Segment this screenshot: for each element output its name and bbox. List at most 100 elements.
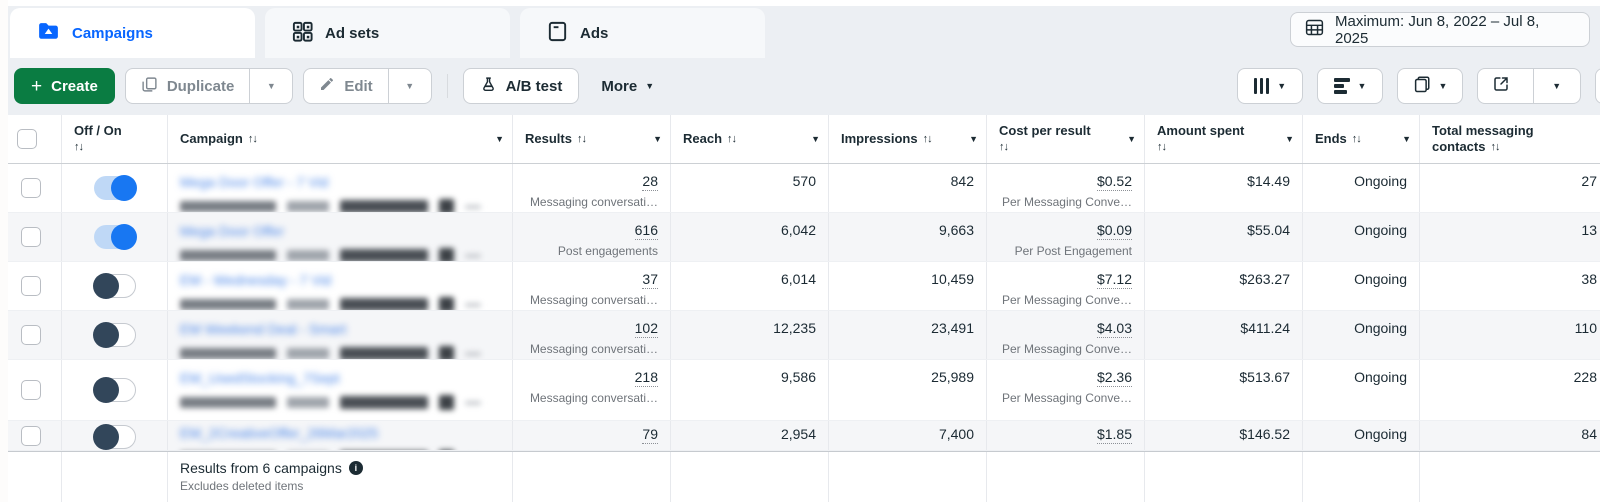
summary-toggle-cell: [62, 452, 168, 502]
tab-ad-sets[interactable]: Ad sets: [265, 8, 510, 58]
campaign-badges: [180, 199, 498, 212]
total-messaging-contacts-cell: 27: [1420, 164, 1600, 212]
row-checkbox[interactable]: [20, 425, 41, 446]
off-on-toggle[interactable]: [92, 377, 136, 403]
caret-down-icon: ▼: [645, 80, 655, 91]
campaign-name-link[interactable]: Mega Door Offer: [180, 223, 285, 239]
edit-dropdown-arrow[interactable]: ▼: [387, 69, 431, 103]
campaign-badges: [180, 248, 498, 261]
results-summary-label: Results from 6 campaigns: [180, 460, 342, 476]
campaigns-folder-icon: [36, 19, 61, 48]
duplicate-button[interactable]: Duplicate: [126, 69, 250, 103]
clipped-toolbar-button[interactable]: [1595, 68, 1600, 104]
tab-campaigns[interactable]: Campaigns: [10, 8, 255, 58]
edit-button-label: Edit: [344, 77, 373, 95]
caret-down-icon[interactable]: ▼: [1402, 134, 1411, 144]
cost-per-result-cell: $7.12 Per Messaging Conve…: [987, 262, 1145, 310]
create-button[interactable]: + Create: [14, 68, 115, 104]
reports-pages-icon: [1413, 75, 1431, 98]
campaign-name-link[interactable]: Mega Door Offer - 7 Vid: [180, 174, 329, 190]
contacts-value: 38: [1581, 271, 1597, 287]
ends-cell: Ongoing: [1303, 311, 1420, 359]
ends-cell: Ongoing: [1303, 360, 1420, 420]
column-header-cost-per-result[interactable]: Cost per result ↑↓ ▼: [987, 115, 1145, 163]
reports-button[interactable]: ▼: [1397, 68, 1463, 104]
row-checkbox-cell: [0, 421, 62, 450]
off-on-toggle[interactable]: [92, 273, 136, 299]
impressions-value: 23,491: [931, 320, 974, 336]
campaign-name-link[interactable]: EM Weekend Deal - Smart: [180, 321, 347, 337]
sort-icon: ↑↓: [922, 133, 933, 145]
export-dropdown-arrow[interactable]: ▼: [1532, 69, 1581, 103]
breakdown-button[interactable]: ▼: [1317, 68, 1383, 104]
campaign-name-link[interactable]: EM - Wednesday - 7 Vid: [180, 272, 332, 288]
caret-down-icon[interactable]: ▼: [969, 134, 978, 144]
amount-spent-cell: $411.24: [1145, 311, 1303, 359]
caret-down-icon[interactable]: ▼: [653, 134, 662, 144]
reach-value: 6,042: [780, 222, 816, 238]
caret-down-icon: ▼: [266, 80, 276, 91]
column-header-reach[interactable]: Reach ↑↓ ▼: [671, 115, 829, 163]
column-header-results[interactable]: Results ↑↓ ▼: [513, 115, 671, 163]
contacts-value: 84: [1581, 426, 1597, 442]
row-toggle-cell: [62, 164, 168, 212]
caret-down-icon[interactable]: ▼: [495, 134, 504, 144]
contacts-value: 13: [1581, 222, 1597, 238]
off-on-toggle[interactable]: [93, 224, 137, 250]
amount-spent-value: $14.49: [1247, 173, 1290, 189]
campaign-name-link[interactable]: EM_UsedStocking_7Sept: [180, 370, 340, 386]
duplicate-dropdown-arrow[interactable]: ▼: [249, 69, 292, 103]
row-toggle-cell: [62, 360, 168, 420]
summary-checkbox-cell: [0, 452, 62, 502]
toggle-knob: [92, 322, 119, 348]
edit-button[interactable]: Edit: [304, 69, 387, 103]
sort-icon: ↑↓: [999, 141, 1009, 153]
column-header-total-messaging-contacts[interactable]: Total messaging contacts↑↓ ▼: [1420, 115, 1600, 163]
columns-button[interactable]: ▼: [1237, 68, 1303, 104]
off-on-toggle[interactable]: [93, 175, 137, 201]
more-button[interactable]: More ▼: [589, 68, 666, 104]
results-label: Messaging conversati…: [529, 342, 658, 356]
view-toolbar: ▼ ▼ ▼ ▼: [1237, 68, 1600, 104]
campaign-cell: Mega Door Offer - 7 Vid: [168, 164, 513, 212]
caret-down-icon[interactable]: ▼: [1285, 134, 1294, 144]
date-range-button[interactable]: Maximum: Jun 8, 2022 – Jul 8, 2025: [1290, 12, 1590, 47]
tab-ad-sets-label: Ad sets: [325, 24, 380, 42]
sort-icon: ↑↓: [247, 133, 258, 145]
column-header-off-on[interactable]: Off / On ↑↓: [62, 115, 168, 163]
export-button[interactable]: [1478, 69, 1525, 103]
tab-ads[interactable]: Ads: [520, 8, 765, 58]
row-checkbox[interactable]: [20, 380, 41, 400]
select-all-checkbox[interactable]: [16, 129, 37, 149]
cost-per-result-cell: $0.52 Per Messaging Conve…: [987, 164, 1145, 212]
impressions-cell: 9,663: [829, 213, 987, 261]
off-on-toggle[interactable]: [92, 423, 136, 450]
column-header-impressions[interactable]: Impressions ↑↓ ▼: [829, 115, 987, 163]
caret-down-icon[interactable]: ▼: [811, 134, 820, 144]
column-header-amount-spent[interactable]: Amount spent ↑↓ ▼: [1145, 115, 1303, 163]
results-value: 616: [634, 222, 658, 240]
off-on-toggle[interactable]: [92, 322, 136, 348]
row-checkbox[interactable]: [20, 178, 41, 198]
row-checkbox[interactable]: [20, 276, 41, 296]
impressions-cell: 842: [829, 164, 987, 212]
row-checkbox[interactable]: [20, 325, 41, 345]
caret-down-icon[interactable]: ▼: [1127, 134, 1136, 144]
column-header-ends[interactable]: Ends ↑↓ ▼: [1303, 115, 1420, 163]
reach-cell: 2,954: [671, 421, 829, 450]
table-header-row: Off / On ↑↓ Campaign ↑↓ ▼ Results ↑↓ ▼ Rea…: [0, 115, 1600, 164]
cost-per-result-value: $1.85: [1096, 426, 1132, 444]
campaign-name-link[interactable]: EM_2CreativeOffer_26Mar2025: [180, 425, 379, 441]
row-checkbox[interactable]: [20, 227, 41, 247]
table-row: EM_UsedStocking_7Sept 218 Messaging conv…: [0, 360, 1600, 421]
info-icon[interactable]: i: [348, 461, 363, 475]
column-header-campaign[interactable]: Campaign ↑↓ ▼: [168, 115, 513, 163]
ads-page-icon: [546, 20, 569, 47]
amount-spent-cell: $14.49: [1145, 164, 1303, 212]
row-toggle-cell: [62, 213, 168, 261]
flask-icon: [480, 76, 497, 97]
table-row: EM - Wednesday - 7 Vid 37 Messaging conv…: [0, 262, 1600, 311]
reach-value: 2,954: [780, 426, 816, 442]
ab-test-button[interactable]: A/B test: [462, 68, 580, 104]
sort-icon: ↑↓: [727, 133, 737, 145]
